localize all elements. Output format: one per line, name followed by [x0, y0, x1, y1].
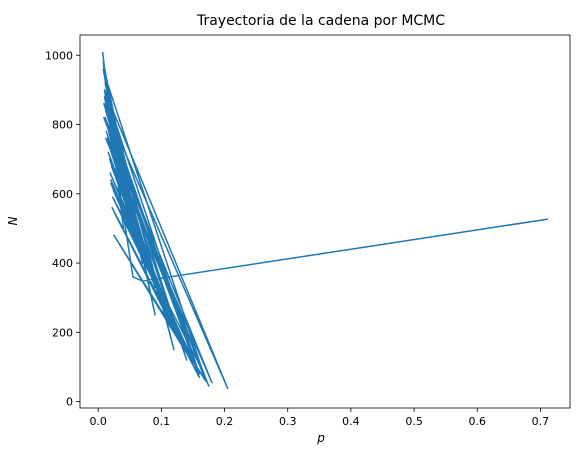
x-axis-label: p — [316, 431, 325, 445]
x-tick-label: 0.5 — [405, 415, 423, 428]
y-tick-label: 600 — [52, 188, 73, 201]
x-tick-label: 0.0 — [89, 415, 107, 428]
x-tick-label: 0.1 — [153, 415, 171, 428]
x-tick-label: 0.3 — [279, 415, 297, 428]
y-axis-label: N — [6, 216, 20, 225]
y-tick-label: 1000 — [45, 49, 73, 62]
x-tick-label: 0.7 — [532, 415, 550, 428]
x-axis-ticks: 0.0 0.1 0.2 0.3 0.4 0.5 0.6 0.7 — [89, 408, 549, 428]
plot-area — [101, 51, 549, 390]
x-tick-label: 0.6 — [469, 415, 487, 428]
x-tick-label: 0.4 — [342, 415, 360, 428]
y-tick-label: 800 — [52, 119, 73, 132]
series-line-0 — [101, 51, 549, 390]
x-tick-label: 0.2 — [216, 415, 234, 428]
y-tick-label: 400 — [52, 257, 73, 270]
chart-title: Trayectoria de la cadena por MCMC — [196, 13, 445, 29]
y-tick-label: 0 — [66, 396, 73, 409]
axes-frame — [79, 34, 571, 409]
y-axis-ticks: 0 200 400 600 800 1000 — [45, 49, 80, 409]
y-tick-label: 200 — [52, 326, 73, 339]
